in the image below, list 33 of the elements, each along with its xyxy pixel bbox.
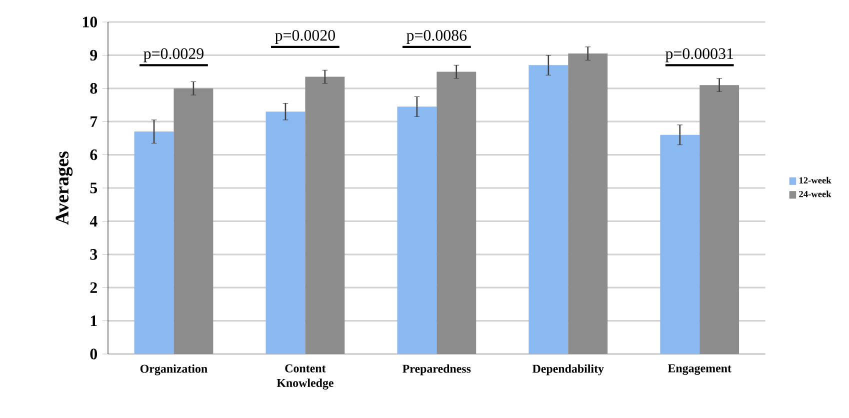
bar — [700, 85, 740, 354]
y-tick-label: 6 — [90, 149, 98, 160]
legend-label: 24-week — [799, 190, 832, 198]
annotation: p=0.00031 — [665, 48, 734, 62]
y-tick-label: 8 — [90, 83, 98, 94]
bar — [305, 76, 345, 354]
y-tick-label: 5 — [90, 182, 98, 194]
y-tick-label: 7 — [90, 116, 98, 127]
bar — [134, 132, 174, 354]
annotation: p=0.0029 — [144, 48, 204, 62]
bar — [568, 54, 608, 354]
y-tick-label: 9 — [90, 50, 98, 61]
y-tick-label: 10 — [82, 16, 98, 28]
x-tick-label: Organization — [140, 364, 208, 376]
x-tick-label: Preparedness — [402, 364, 471, 376]
bar — [660, 134, 700, 354]
x-tick-label: Engagement — [668, 364, 732, 375]
bar — [528, 65, 568, 354]
y-tick-label: 3 — [90, 249, 98, 260]
bar — [266, 112, 306, 354]
x-tick-label: Content Knowledge — [276, 364, 334, 390]
y-tick-label: 1 — [90, 316, 97, 326]
annotation: p=0.0086 — [406, 30, 467, 44]
annotation: p=0.0020 — [275, 30, 335, 44]
bar — [436, 72, 476, 354]
y-tick-label: 2 — [90, 282, 97, 293]
x-tick-label: Dependability — [532, 364, 604, 376]
y-tick-label: 4 — [90, 216, 98, 226]
y-tick-label: 0 — [90, 348, 98, 360]
legend-label: 12-week — [800, 176, 832, 184]
bar — [174, 88, 214, 354]
bar — [397, 106, 437, 354]
y-axis-title: Averages — [56, 151, 73, 225]
